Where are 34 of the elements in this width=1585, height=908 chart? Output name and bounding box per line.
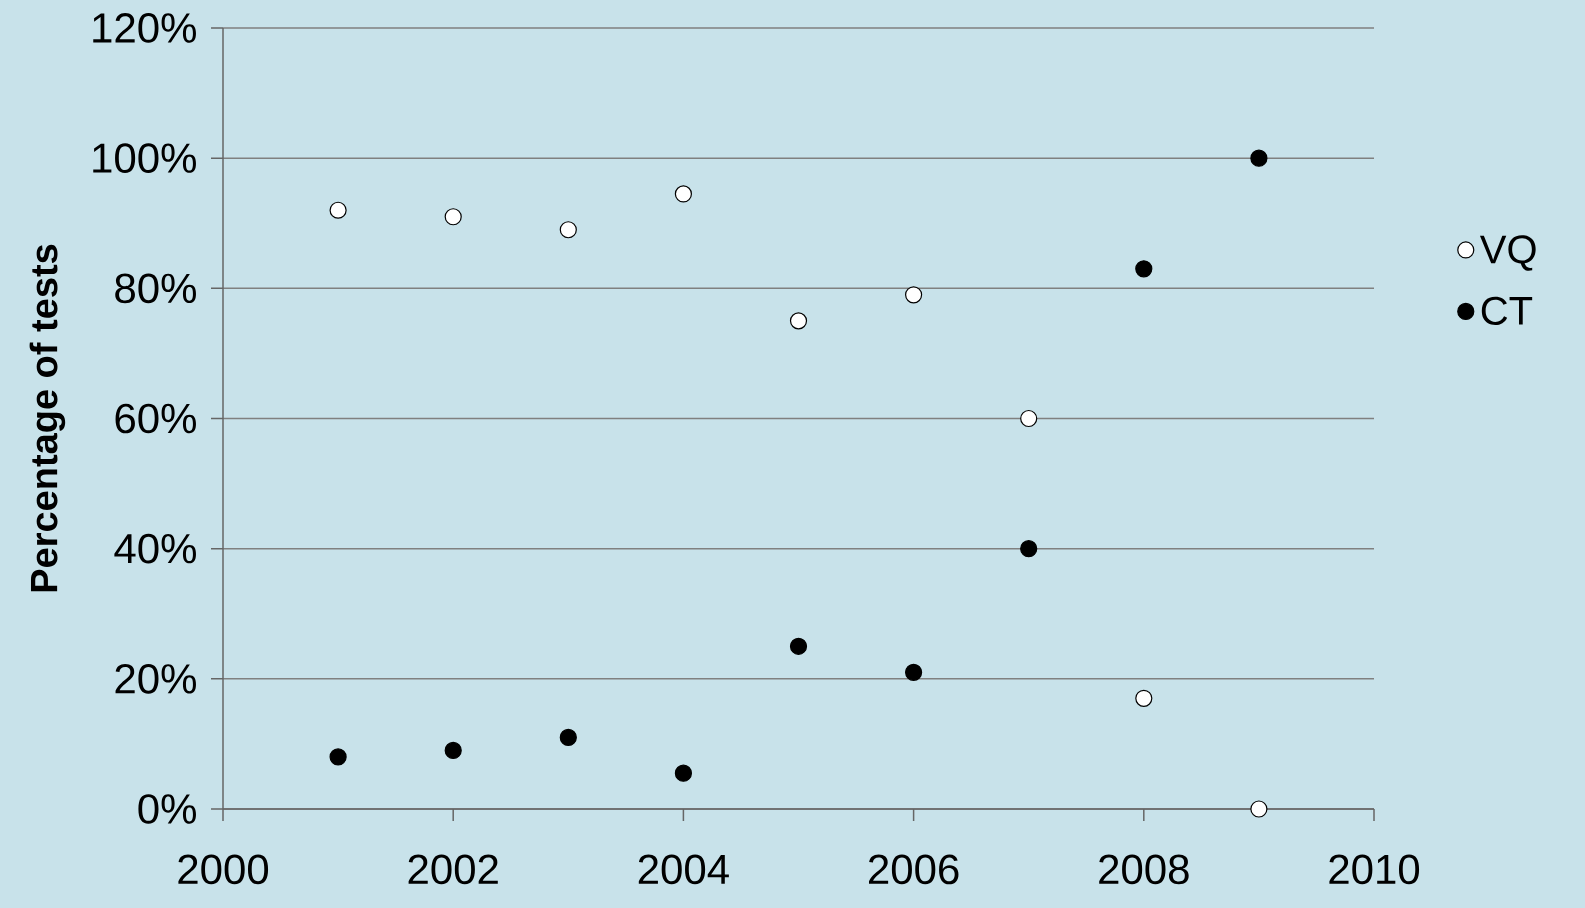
point [674, 764, 692, 782]
point [789, 637, 808, 655]
point [559, 728, 577, 747]
point [905, 663, 923, 681]
legend-label: VQ [1479, 235, 1536, 271]
point [1135, 260, 1153, 278]
y-axis-title: Percentage of tests [29, 244, 66, 592]
point [674, 185, 692, 203]
point [905, 286, 923, 304]
x-tick-label: 2002 [408, 854, 498, 885]
point [1250, 800, 1268, 818]
point [1135, 689, 1153, 707]
y-tick-label: 80% [115, 273, 196, 304]
x-tick-label: 2006 [869, 854, 959, 885]
legend-label: CT [1481, 296, 1533, 325]
x-tick-label: 2004 [638, 854, 729, 885]
y-tick-label: 40% [114, 533, 196, 564]
point [1020, 409, 1038, 428]
point [1020, 540, 1038, 558]
y-tick-label: 120% [93, 13, 196, 43]
point [329, 748, 347, 766]
x-tick-label: 2000 [178, 854, 269, 885]
point [1250, 149, 1268, 167]
point [559, 221, 577, 239]
x-tick-label: 2008 [1099, 854, 1189, 885]
y-tick-label: 20% [115, 663, 196, 694]
point [789, 312, 808, 330]
point [329, 201, 347, 219]
y-tick-label: 60% [115, 403, 196, 434]
y-tick-label: 100% [93, 143, 196, 174]
y-tick-label: 0% [138, 794, 196, 824]
point [444, 208, 462, 226]
point [444, 741, 462, 760]
x-tick-label: 2010 [1329, 854, 1420, 885]
